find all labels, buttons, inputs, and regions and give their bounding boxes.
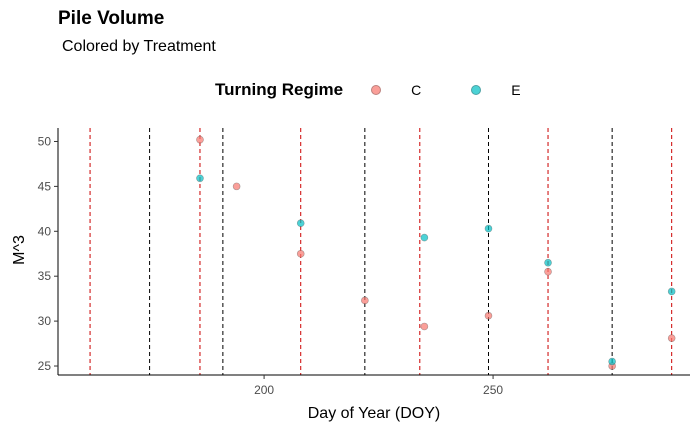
legend-label-c: C	[411, 82, 422, 98]
data-point-c	[667, 334, 676, 342]
data-point-e	[420, 233, 429, 242]
legend-key-e	[471, 85, 482, 95]
data-point-e	[544, 258, 552, 267]
data-point-e	[608, 357, 616, 366]
y-tick-label: 50	[38, 134, 52, 148]
y-tick-label: 35	[38, 269, 52, 283]
y-tick-label: 30	[38, 314, 52, 328]
data-point-c	[544, 267, 552, 276]
legend-item-e: E	[471, 82, 521, 98]
data-point-e	[667, 287, 676, 296]
data-point-e	[196, 174, 204, 183]
reference-lines	[89, 128, 673, 375]
legend: Turning Regime C E	[215, 79, 571, 101]
data-point-e	[296, 219, 305, 228]
y-tick-label: 25	[38, 359, 52, 373]
axes: 25 30 35 40 45 50 200 250	[38, 128, 690, 397]
data-point-c	[484, 311, 493, 320]
chart-title: Pile Volume	[58, 8, 165, 29]
y-tick-label: 45	[38, 179, 52, 193]
legend-title: Turning Regime	[215, 80, 344, 99]
y-tick-label: 40	[38, 224, 52, 238]
data-point-c	[361, 296, 369, 305]
x-tick-label: 200	[254, 383, 274, 397]
chart-subtitle: Colored by Treatment	[62, 38, 216, 55]
legend-item-c: C	[371, 82, 421, 98]
y-axis-title: M^3	[11, 235, 28, 265]
legend-label-e: E	[511, 82, 521, 98]
data-point-c	[420, 322, 429, 331]
data-point-c	[232, 182, 241, 191]
x-tick-label: 250	[483, 383, 503, 397]
data-point-c	[296, 249, 305, 258]
legend-key-c	[371, 85, 382, 95]
data-point-c	[196, 135, 204, 144]
data-point-e	[484, 224, 493, 233]
x-axis-title: Day of Year (DOY)	[308, 405, 441, 422]
data-points	[196, 135, 676, 370]
